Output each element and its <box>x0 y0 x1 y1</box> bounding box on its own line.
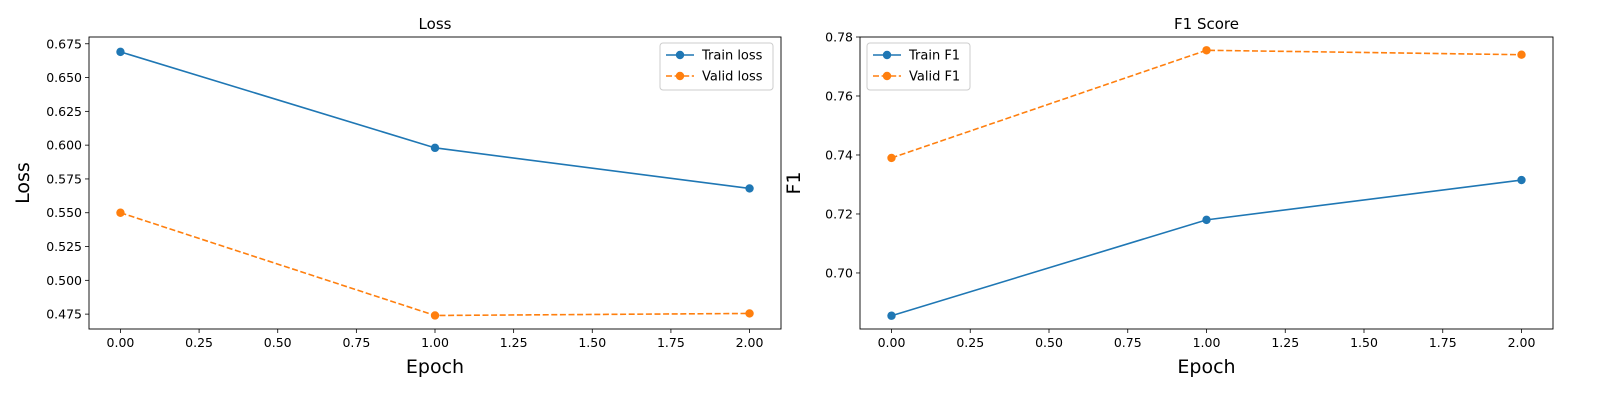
legend-swatch-marker <box>882 71 892 81</box>
data-point <box>430 143 440 153</box>
legend-label: Valid F1 <box>909 70 960 85</box>
x-tick-label: 2.00 <box>1508 335 1536 350</box>
y-axis-label: Loss <box>12 162 34 204</box>
x-tick-label: 0.75 <box>1114 335 1142 350</box>
chart-title: F1 Score <box>1174 15 1239 33</box>
y-tick-label: 0.500 <box>46 273 82 288</box>
data-point <box>1517 50 1526 59</box>
legend-label: Train F1 <box>908 49 960 64</box>
data-point <box>1202 46 1211 55</box>
legend-swatch-marker <box>675 71 685 81</box>
x-axis-label: Epoch <box>406 356 464 378</box>
y-tick-label: 0.550 <box>46 205 82 220</box>
legend: Train loss Valid loss <box>659 42 774 91</box>
x-axis-label: Epoch <box>1177 356 1235 378</box>
x-tick-label: 0.25 <box>185 335 213 350</box>
x-tick-label: 1.25 <box>1271 335 1299 350</box>
x-tick-label: 1.50 <box>578 335 606 350</box>
y-tick-label: 0.72 <box>825 206 853 221</box>
legend-swatch-marker <box>675 50 685 60</box>
x-tick-label: 1.25 <box>500 335 528 350</box>
data-point <box>745 309 754 318</box>
y-axis-label: F1 <box>783 171 805 194</box>
x-tick-label: 1.50 <box>1350 335 1378 350</box>
x-tick-label: 0.25 <box>956 335 984 350</box>
x-tick-label: 1.75 <box>657 335 685 350</box>
x-tick-label: 2.00 <box>736 335 764 350</box>
series-line-2 <box>120 211 750 317</box>
data-point <box>1202 215 1211 225</box>
legend-label: Valid loss <box>702 70 763 85</box>
chart-panel-1: 0.00 0.25 0.50 0.75 1.00 1.25 1.50 1.75 2.00 0.47… <box>12 15 782 378</box>
x-tick-label: 0.00 <box>107 335 135 350</box>
chart-panel-2: 0.00 0.25 0.50 0.75 1.00 1.25 1.50 1.75 2.00 0.70… <box>783 15 1554 378</box>
y-tick-label: 0.78 <box>825 30 853 45</box>
y-tick-label: 0.600 <box>46 138 82 153</box>
data-point <box>887 153 896 163</box>
data-point <box>887 311 896 320</box>
x-tick-label: 1.75 <box>1429 335 1457 350</box>
y-tick-label: 0.76 <box>825 88 853 103</box>
y-tick-label: 0.70 <box>825 265 853 280</box>
data-point <box>116 47 125 57</box>
series-line-2 <box>891 49 1522 159</box>
x-tick-label: 1.00 <box>1193 335 1221 350</box>
x-tick-label: 1.00 <box>421 335 449 350</box>
legend-swatch-marker <box>882 50 892 60</box>
chart-title: Loss <box>419 15 452 33</box>
legend-label: Train loss <box>701 49 763 64</box>
y-tick-label: 0.650 <box>46 70 82 85</box>
y-tick-label: 0.575 <box>46 171 82 186</box>
y-tick-label: 0.475 <box>46 307 82 322</box>
series-line-1 <box>891 179 1522 317</box>
data-point <box>745 184 754 193</box>
x-tick-label: 0.00 <box>878 335 906 350</box>
y-tick-label: 0.525 <box>46 239 82 254</box>
data-point <box>116 208 125 217</box>
x-tick-label: 0.50 <box>264 335 292 350</box>
x-tick-label: 0.50 <box>1035 335 1063 350</box>
series-line-1 <box>120 51 750 190</box>
y-tick-label: 0.625 <box>46 104 82 119</box>
legend: Train F1 Valid F1 <box>866 42 971 91</box>
y-tick-label: 0.74 <box>825 147 853 162</box>
y-tick-label: 0.675 <box>46 36 82 51</box>
x-tick-label: 0.75 <box>342 335 370 350</box>
data-point <box>430 311 440 320</box>
data-point <box>1517 175 1526 185</box>
